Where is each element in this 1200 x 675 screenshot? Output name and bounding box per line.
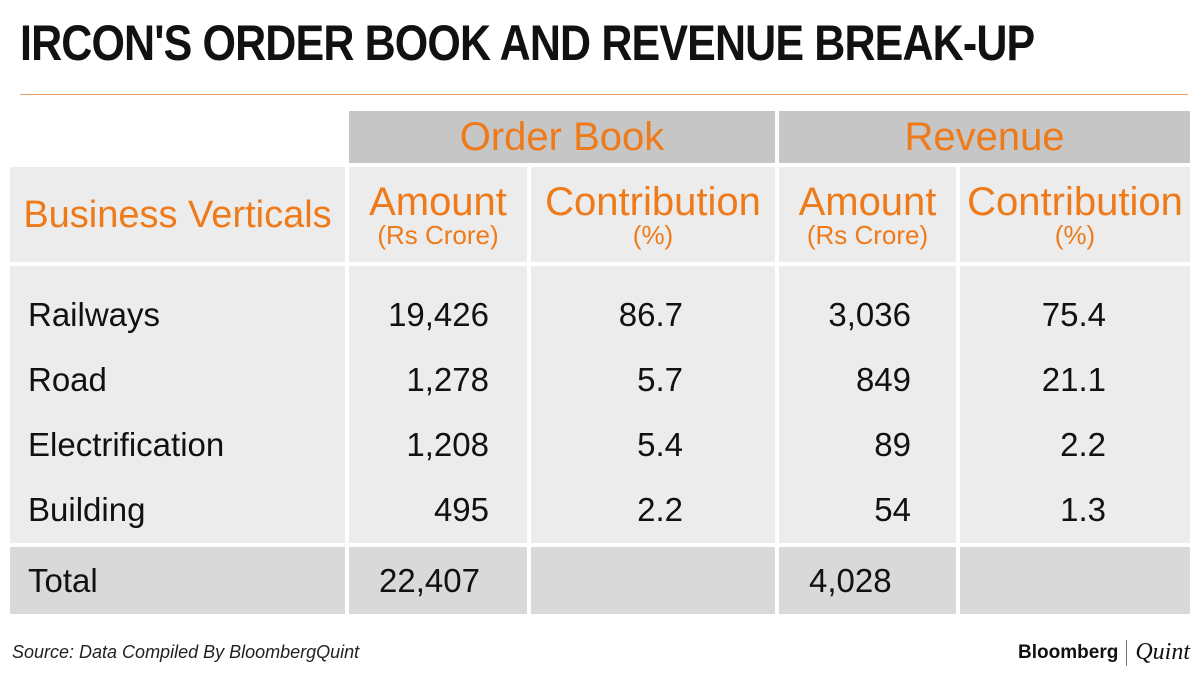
page-title: IRCON'S ORDER BOOK AND REVENUE BREAK-UP [20,15,1035,71]
column-header: Amount (Rs Crore) [779,167,956,262]
table-cell: 1,278 [406,360,489,398]
table-cell: 5.7 [637,360,683,398]
table-cell: 1,208 [406,426,489,464]
table-cell: 1.3 [1060,491,1106,529]
table-cell: 75.4 [1041,295,1106,333]
column-header: Contribution (%) [531,167,775,262]
table-cell: 19,426 [388,295,489,333]
total-revenue-amount: 4,028 [779,547,956,614]
revenue-amount-column: 3,036 849 89 54 [779,266,956,543]
bloombergquint-logo: Bloomberg Quint [1018,639,1190,666]
total-label: Total [10,547,345,614]
column-header-main: Amount [798,179,937,224]
table-cell: 89 [874,426,911,464]
row-label: Building [28,491,146,529]
column-header-sub: (Rs Crore) [806,219,929,250]
row-label: Railways [28,295,161,333]
total-order-contribution [531,547,775,614]
data-table: Order Book Revenue Business Verticals Am… [10,111,1190,614]
table-cell: 86.7 [618,295,683,333]
table-cell: 54 [874,491,911,529]
column-header: Contribution (%) [960,167,1190,262]
total-order-amount: 22,407 [349,547,527,614]
row-labels: Railways Road Electrification Building [10,266,345,543]
table-cell: 2.2 [637,491,683,529]
logo-quint: Quint [1135,639,1190,665]
logo-bloomberg: Bloomberg [1018,641,1119,663]
row-label: Electrification [28,426,225,464]
logo-divider [1126,639,1128,666]
title-divider [20,94,1188,95]
order-contribution-column: 86.7 5.7 5.4 2.2 [531,266,775,543]
source-note: Source: Data Compiled By BloombergQuint [12,642,360,662]
row-header: Business Verticals [10,167,345,262]
group-header-order-book: Order Book [349,111,775,163]
table-cell: 2.2 [1060,426,1106,464]
column-header-main: Amount [369,179,507,224]
revenue-contribution-column: 75.4 21.1 2.2 1.3 [960,266,1190,543]
table-cell: 5.4 [637,426,683,464]
column-header-main: Contribution [967,179,1183,224]
column-header-sub: (%) [1054,219,1096,250]
table-cell: 849 [855,360,911,398]
column-header: Amount (Rs Crore) [349,167,527,262]
row-label: Road [28,360,107,398]
group-header-revenue: Revenue [779,111,1190,163]
row-header-label: Business Verticals [23,193,332,236]
column-header-main: Contribution [545,179,761,224]
table-cell: 495 [433,491,489,529]
order-amount-column: 19,426 1,278 1,208 495 [349,266,527,543]
table-cell: 21.1 [1041,360,1106,398]
empty-corner [10,111,345,163]
column-header-sub: (Rs Crore) [377,219,499,250]
total-revenue-contribution [960,547,1190,614]
column-header-sub: (%) [632,219,674,250]
table-cell: 3,036 [828,295,911,333]
